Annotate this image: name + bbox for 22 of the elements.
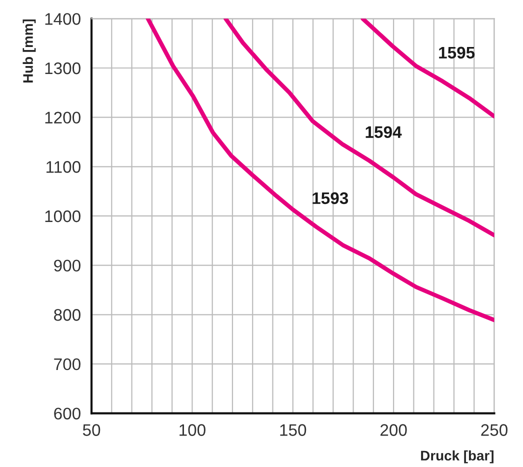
y-tick-label: 1400: [45, 13, 80, 25]
x-tick-label: 100: [180, 424, 206, 436]
y-tick-label: 1300: [45, 62, 80, 74]
x-axis-title: Druck [bar]: [421, 450, 494, 464]
series-label: 1595: [439, 46, 475, 59]
y-tick-label: 800: [54, 309, 80, 321]
y-tick-label: 1000: [45, 210, 80, 222]
line-series: [224, 18, 494, 238]
y-tick-label: 1100: [46, 161, 80, 173]
x-tick-label: 50: [82, 424, 100, 436]
x-tick-label: 150: [280, 424, 306, 436]
line-series: [360, 18, 494, 118]
x-tick-label: 200: [380, 424, 407, 436]
x-tick-label: 250: [481, 424, 508, 436]
series-label: 1593: [312, 192, 348, 204]
y-tick-label: 900: [54, 260, 80, 272]
y-axis-title: Hub [mm]: [22, 19, 36, 83]
series-label: 1594: [366, 126, 402, 138]
y-tick-label: 700: [54, 358, 80, 370]
y-tick-label: 600: [54, 408, 80, 420]
y-tick-label: 1200: [45, 112, 80, 124]
line-series: [146, 18, 494, 322]
